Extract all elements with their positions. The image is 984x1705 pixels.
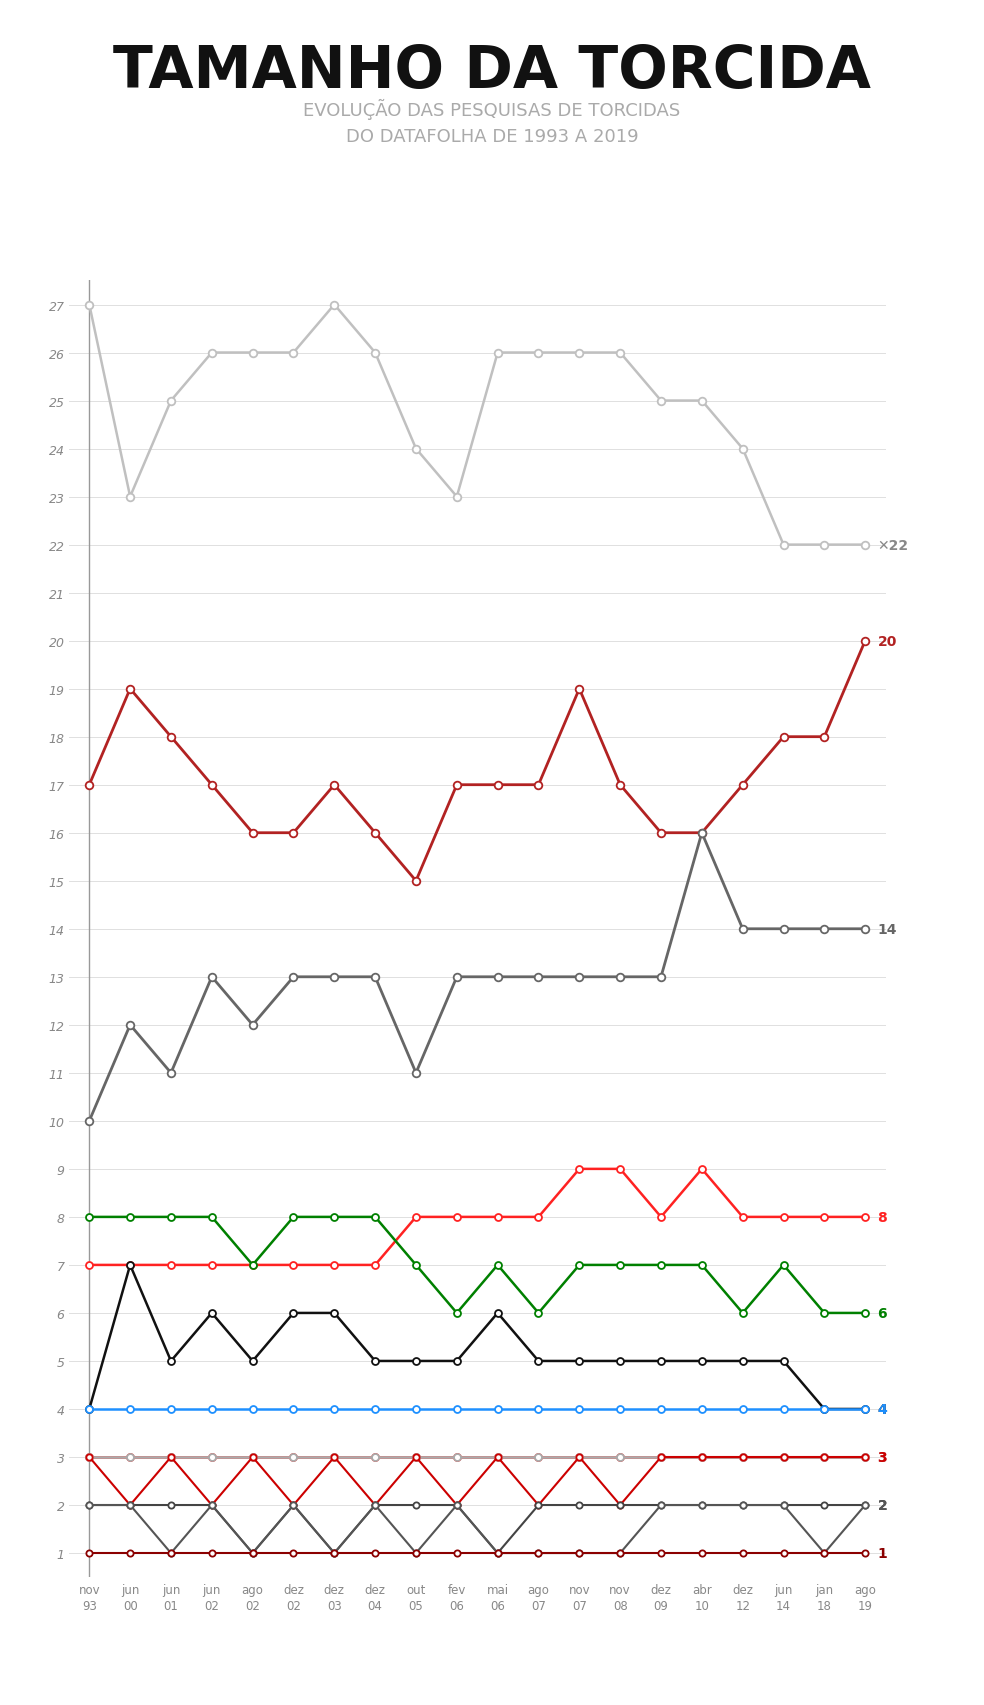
Text: 4: 4 [878,1402,888,1417]
Text: 14: 14 [878,922,897,936]
Text: 2: 2 [878,1499,888,1512]
Text: 6: 6 [878,1306,887,1320]
Text: 8: 8 [878,1211,888,1224]
Text: 20: 20 [878,634,896,648]
Text: EVOLUÇÃO DAS PESQUISAS DE TORCIDAS
DO DATAFOLHA DE 1993 A 2019: EVOLUÇÃO DAS PESQUISAS DE TORCIDAS DO DA… [303,99,681,147]
Text: 2: 2 [878,1499,888,1512]
Text: 3: 3 [878,1451,887,1465]
Text: 4: 4 [878,1402,888,1417]
Text: TAMANHO DA TORCIDA: TAMANHO DA TORCIDA [113,43,871,99]
Text: 1: 1 [878,1546,888,1560]
Text: 3: 3 [878,1451,887,1465]
Text: 3: 3 [878,1451,887,1465]
Text: ✕22: ✕22 [878,539,908,552]
